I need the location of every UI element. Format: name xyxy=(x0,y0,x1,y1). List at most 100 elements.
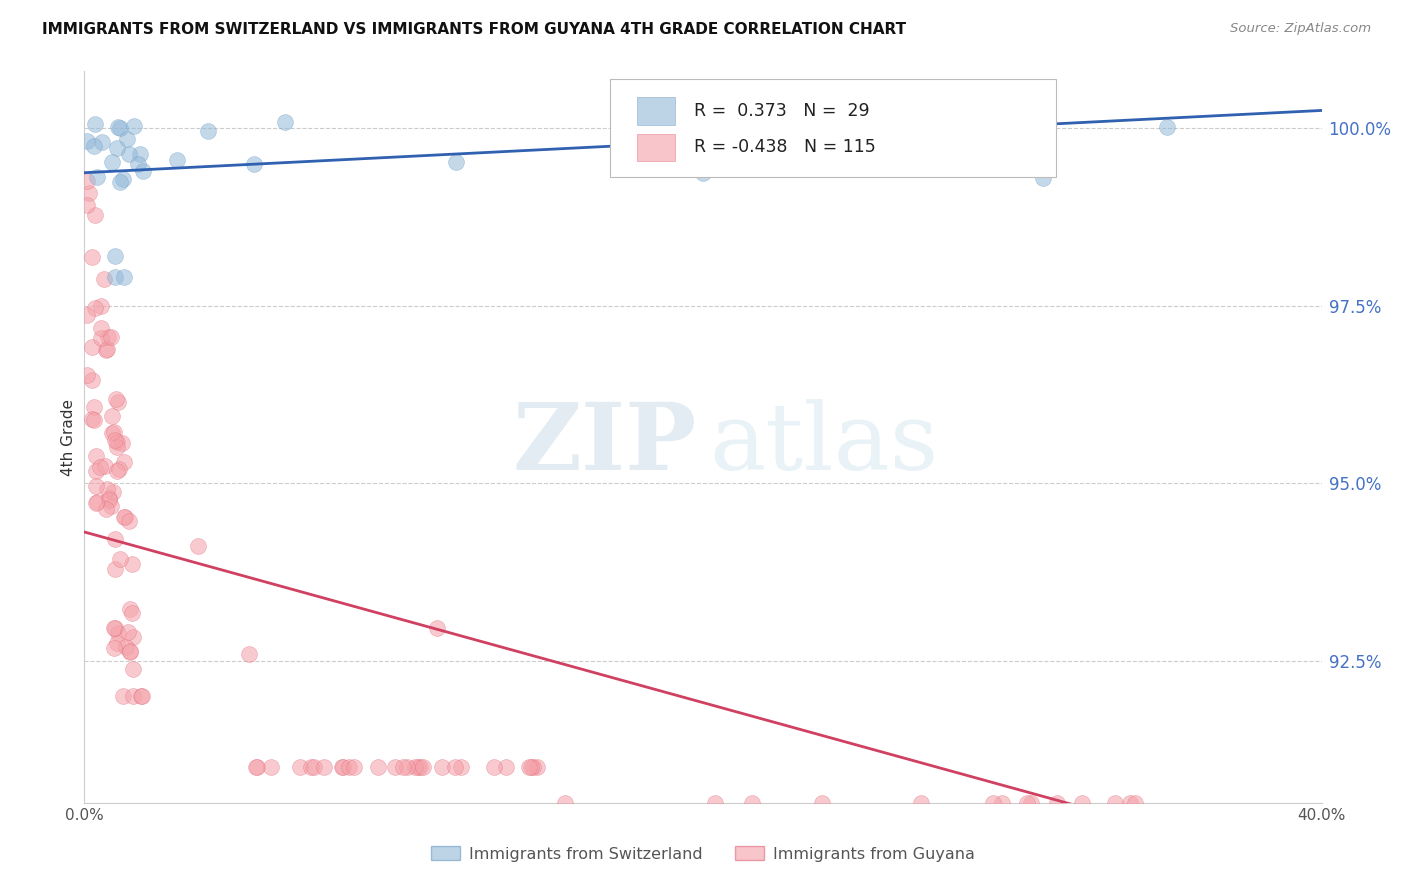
Point xyxy=(76,198,98,212)
Point xyxy=(404,760,426,774)
FancyBboxPatch shape xyxy=(610,78,1056,178)
Point xyxy=(96,342,118,356)
Point xyxy=(76,368,98,383)
Point xyxy=(522,760,544,774)
Point xyxy=(122,630,145,644)
Point xyxy=(1017,796,1039,810)
Point xyxy=(274,115,297,129)
Point xyxy=(115,132,138,146)
Point xyxy=(482,760,505,774)
Point xyxy=(444,760,467,774)
Point xyxy=(1123,796,1146,810)
Point xyxy=(107,395,129,409)
Point xyxy=(332,760,354,774)
Point xyxy=(112,455,135,469)
Point xyxy=(84,479,107,493)
Point xyxy=(100,409,122,424)
Point xyxy=(131,690,153,704)
Point xyxy=(1032,171,1054,186)
Point xyxy=(111,435,134,450)
Point xyxy=(100,499,122,513)
FancyBboxPatch shape xyxy=(637,97,675,125)
Point xyxy=(124,119,146,133)
Point xyxy=(197,124,219,138)
Point xyxy=(118,514,141,528)
Point xyxy=(94,502,117,516)
Point xyxy=(104,433,127,447)
Point xyxy=(118,644,141,658)
Point xyxy=(288,760,311,774)
Point xyxy=(97,491,120,505)
Point xyxy=(981,796,1004,810)
Point xyxy=(406,760,429,774)
Point xyxy=(110,120,132,135)
Point xyxy=(450,760,472,774)
Point xyxy=(89,460,111,475)
Point xyxy=(299,760,322,774)
Point xyxy=(112,510,135,524)
Point xyxy=(367,760,389,774)
Point xyxy=(76,308,98,322)
Point xyxy=(1046,796,1069,810)
Legend: Immigrants from Switzerland, Immigrants from Guyana: Immigrants from Switzerland, Immigrants … xyxy=(425,839,981,868)
Point xyxy=(84,301,107,315)
Point xyxy=(396,760,419,774)
Y-axis label: 4th Grade: 4th Grade xyxy=(60,399,76,475)
Point xyxy=(90,136,112,150)
Point xyxy=(520,760,543,774)
Text: R =  0.373   N =  29: R = 0.373 N = 29 xyxy=(695,102,870,120)
Point xyxy=(101,426,124,441)
Point xyxy=(111,690,134,704)
Point xyxy=(112,270,135,285)
Point xyxy=(121,558,143,572)
Text: R = -0.438   N = 115: R = -0.438 N = 115 xyxy=(695,138,876,156)
Point xyxy=(89,321,111,335)
Point xyxy=(108,552,131,566)
Point xyxy=(432,760,454,774)
Point xyxy=(84,450,107,464)
Point xyxy=(1071,796,1094,810)
Text: ZIP: ZIP xyxy=(513,400,697,490)
Point xyxy=(117,147,139,161)
Point xyxy=(741,796,763,810)
Point xyxy=(105,434,128,449)
Point xyxy=(245,760,267,774)
Point xyxy=(554,796,576,810)
Point xyxy=(444,154,467,169)
Point xyxy=(104,249,127,263)
Point xyxy=(127,156,149,170)
Point xyxy=(114,510,136,524)
Point xyxy=(96,343,118,357)
Point xyxy=(90,299,112,313)
Point xyxy=(93,272,115,286)
Point xyxy=(76,174,98,188)
Point xyxy=(105,464,128,478)
Point xyxy=(86,495,108,509)
Point xyxy=(238,647,260,661)
Point xyxy=(98,492,121,507)
Point xyxy=(105,440,128,454)
Text: IMMIGRANTS FROM SWITZERLAND VS IMMIGRANTS FROM GUYANA 4TH GRADE CORRELATION CHAR: IMMIGRANTS FROM SWITZERLAND VS IMMIGRANT… xyxy=(42,22,907,37)
FancyBboxPatch shape xyxy=(637,134,675,161)
Point xyxy=(94,458,117,473)
Point xyxy=(107,625,129,640)
Point xyxy=(692,166,714,180)
Point xyxy=(115,640,138,655)
Point xyxy=(302,760,325,774)
Point xyxy=(80,411,103,425)
Point xyxy=(83,400,105,414)
Point xyxy=(80,340,103,354)
Point xyxy=(910,796,932,810)
Point xyxy=(84,117,107,131)
Point xyxy=(104,392,127,406)
Point xyxy=(330,760,353,774)
Point xyxy=(343,760,366,774)
Point xyxy=(104,270,127,285)
Point xyxy=(101,155,124,169)
Point xyxy=(426,621,449,635)
Point xyxy=(76,134,98,148)
Point xyxy=(129,690,152,704)
Point xyxy=(1021,796,1043,810)
Point xyxy=(103,621,125,635)
Point xyxy=(517,760,540,774)
